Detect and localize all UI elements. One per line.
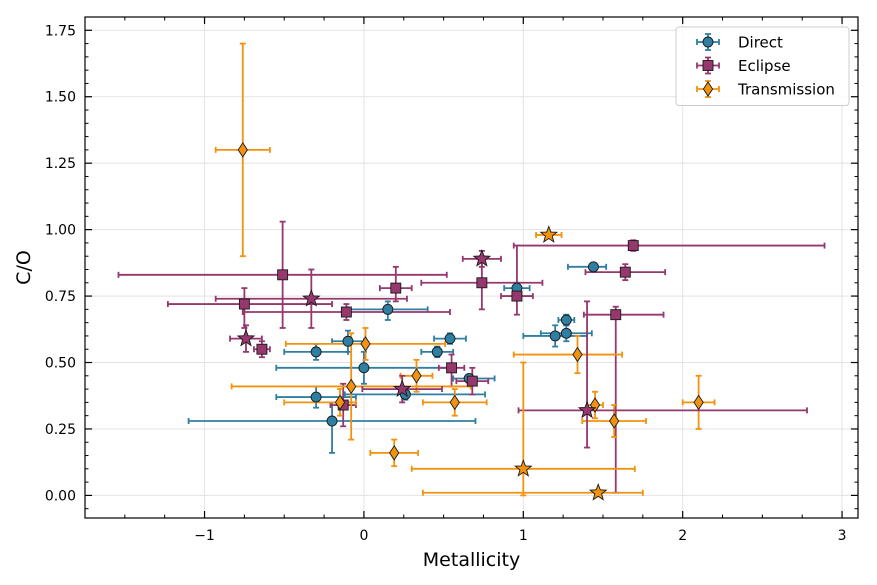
- error-bars: [117, 42, 826, 497]
- eclipse-starred-point: [472, 249, 492, 267]
- x-tick-label: −1: [194, 528, 215, 544]
- x-tick-label: 3: [838, 528, 847, 544]
- eclipse-point: [466, 375, 478, 387]
- eclipse-point: [476, 277, 488, 289]
- direct-point: [382, 303, 394, 315]
- y-tick-label: 1.00: [45, 223, 76, 239]
- direct-point: [560, 327, 572, 339]
- y-tick-label: 1.50: [45, 90, 76, 106]
- y-axis-label: C/O: [13, 250, 35, 285]
- eclipse-point: [238, 298, 250, 310]
- y-tick-label: 0.25: [45, 422, 76, 438]
- eclipse-starred-point: [236, 328, 256, 347]
- legend-marker-direct: [702, 36, 714, 48]
- eclipse-errorbar: [512, 239, 826, 252]
- direct-point: [342, 335, 354, 347]
- transmission-starred-point: [588, 482, 608, 501]
- eclipse-point: [627, 240, 639, 252]
- direct-point: [310, 346, 322, 358]
- legend-item-transmission: Transmission: [696, 80, 835, 99]
- eclipse-point: [277, 269, 289, 281]
- eclipse-point: [390, 282, 402, 294]
- legend: Direct Eclipse Transmission: [675, 26, 850, 106]
- direct-point: [431, 346, 443, 358]
- plot-frame: [84, 16, 859, 519]
- direct-point: [310, 391, 322, 403]
- legend-marker-transmission: [702, 81, 714, 97]
- direct-errorbar: [187, 401, 477, 454]
- transmission-point: [572, 346, 583, 363]
- direct-errorbar: [567, 263, 608, 271]
- transmission-point: [334, 394, 346, 411]
- transmission-errorbar: [512, 335, 624, 375]
- x-tick-label: 0: [359, 528, 368, 544]
- x-axis-label: Metallicity: [423, 549, 520, 571]
- transmission-point: [609, 413, 620, 429]
- y-tick-label: 1.75: [45, 23, 76, 39]
- transmission-point: [360, 336, 371, 352]
- transmission-starred-point: [513, 459, 533, 477]
- direct-point: [326, 415, 338, 427]
- direct-errorbar: [343, 388, 486, 401]
- legend-marker-eclipse: [702, 60, 714, 71]
- x-tick-label: 1: [519, 528, 528, 544]
- transmission-point: [237, 142, 248, 158]
- x-tick-label: 2: [678, 528, 687, 544]
- eclipse-starred-errorbar: [517, 300, 808, 449]
- direct-point: [549, 330, 561, 342]
- y-tick-label: 0.00: [45, 488, 76, 504]
- y-tick-label: 0.75: [45, 289, 76, 305]
- eclipse-starred-point: [302, 288, 321, 307]
- direct-point: [358, 362, 370, 374]
- y-tick-label: 1.25: [45, 156, 76, 172]
- y-tick-label: 0.50: [45, 356, 76, 372]
- axis-ticks: −1 0 1 2 3 0.00 0.25 0.50 0.75 1.00 1.25 1.50 1.75: [45, 16, 858, 544]
- transmission-starred-errorbar: [421, 489, 644, 497]
- transmission-point: [693, 394, 704, 411]
- transmission-point: [449, 394, 460, 411]
- transmission-point: [411, 367, 422, 384]
- transmission-point: [346, 378, 357, 395]
- transmission-point: [389, 445, 400, 461]
- legend-item-eclipse: Eclipse: [696, 56, 791, 75]
- direct-point: [444, 333, 456, 345]
- data-markers: [236, 142, 704, 501]
- eclipse-errorbar: [582, 305, 665, 494]
- eclipse-starred-point: [392, 379, 412, 398]
- eclipse-errorbar: [500, 244, 534, 316]
- eclipse-point: [610, 309, 622, 321]
- legend-item-direct: Direct: [696, 33, 783, 52]
- direct-point: [587, 261, 599, 273]
- legend-label-direct: Direct: [738, 34, 783, 52]
- eclipse-point: [511, 290, 523, 302]
- eclipse-starred-point: [577, 400, 597, 419]
- legend-box: [675, 26, 850, 106]
- eclipse-point: [340, 306, 352, 318]
- eclipse-point: [256, 343, 268, 355]
- legend-label-eclipse: Eclipse: [738, 57, 791, 75]
- eclipse-errorbar: [166, 287, 333, 329]
- transmission-starred-point: [539, 225, 559, 243]
- eclipse-point: [619, 266, 631, 278]
- eclipse-point: [446, 362, 458, 374]
- legend-label-transmission: Transmission: [737, 81, 835, 99]
- direct-point: [560, 314, 572, 326]
